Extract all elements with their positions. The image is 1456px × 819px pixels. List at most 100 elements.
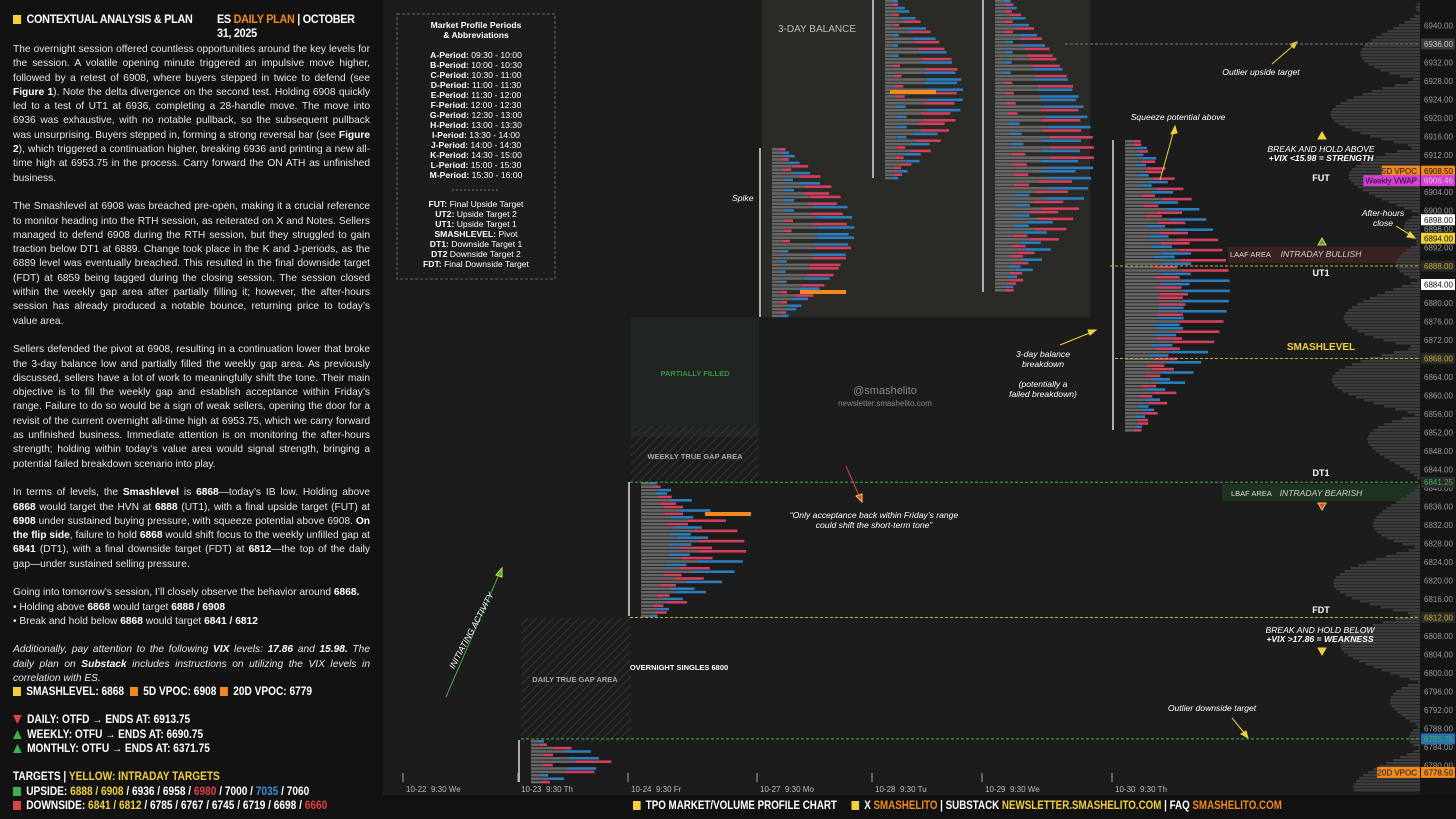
period: K-Period: 14:30 - 15:00 (430, 150, 522, 160)
substack-link[interactable]: NEWSLETTER.SMASHELITO.COM (1001, 800, 1162, 812)
volume-bar (1367, 42, 1420, 45)
annotation: (potentially a (1019, 379, 1068, 389)
profile-bar (650, 614, 658, 618)
profile-bar (783, 178, 793, 182)
volume-bar (1378, 513, 1420, 516)
profile-bar (895, 6, 905, 10)
annotation: +VIX >17.86 = WEAKNESS (1266, 634, 1374, 644)
profile-bar (995, 91, 1006, 95)
volume-bar (1386, 762, 1420, 765)
profile-bar (1151, 344, 1173, 347)
volume-bar (1397, 267, 1420, 270)
profile-bar (641, 587, 671, 590)
profile-bar (772, 212, 811, 216)
x-link[interactable]: SMASHELITO (873, 800, 938, 812)
profile-bar (677, 536, 709, 539)
profile-bar (1176, 238, 1219, 242)
key-text: SMASHLEVEL: 6868 (26, 686, 125, 698)
volume-bar (1333, 585, 1420, 588)
profile-bar (641, 573, 664, 577)
footer-links: TPO MARKET/VOLUME PROFILE CHART X SMASHE… (633, 800, 1282, 812)
annotation: INTRADAY BEARISH (1280, 488, 1364, 498)
volume-bar (1411, 216, 1420, 219)
annotation: DT1 (1312, 468, 1329, 478)
volume-bar (1405, 231, 1420, 234)
profile-bar (641, 492, 656, 495)
annotation: Squeeze potential above (1131, 112, 1226, 122)
profile-bar (1010, 278, 1024, 282)
profile-bar (1134, 143, 1142, 146)
profile-bar (641, 584, 661, 587)
profile-bar (1125, 174, 1139, 177)
profile-bar (923, 71, 956, 74)
profile-bar (995, 6, 1007, 10)
profile-bar (1011, 17, 1026, 20)
profile-bar (698, 550, 747, 553)
profile-bar (1125, 344, 1152, 347)
price-tick-label: 6852.00 (1424, 429, 1453, 438)
profile-bar (995, 238, 1031, 241)
profile-bar (813, 222, 847, 226)
profile-bar (1158, 221, 1186, 225)
profile-bar (885, 166, 894, 170)
volume-bar (1340, 645, 1420, 648)
period-label: C-Period: (430, 70, 469, 80)
profile-bar (995, 102, 1007, 105)
volume-bar (1373, 336, 1420, 339)
profile-bar (1158, 303, 1186, 306)
profile-bar (1125, 279, 1183, 282)
profile-bar (1049, 156, 1094, 159)
profile-bar (995, 227, 1035, 231)
date-label: 10-29 (985, 785, 1006, 794)
volume-bar (1417, 477, 1420, 480)
target-swatch (13, 787, 21, 796)
period-time: 12:00 - 12:30 (471, 100, 522, 110)
profile-bar (995, 98, 1040, 102)
profile-bar (655, 611, 667, 614)
profile-bar (780, 301, 787, 304)
abbr-label: DT1: (430, 239, 449, 249)
profile-bar (539, 743, 547, 746)
volume-bar (1416, 3, 1420, 6)
bold-run: 6868 (120, 615, 143, 627)
profile-bar (540, 774, 549, 777)
profile-bar (1125, 170, 1146, 174)
volume-bar (1367, 159, 1420, 162)
volume-bar (1339, 573, 1420, 576)
profile-bar (1156, 286, 1182, 289)
profile-bar (1139, 184, 1152, 187)
volume-bar (1351, 597, 1420, 600)
level-box (1421, 353, 1455, 364)
profile-bar (995, 47, 1026, 51)
faq-link[interactable]: SMASHELITO.COM (1192, 800, 1282, 812)
profile-bar (995, 258, 1021, 261)
annotation: could shift the short-term tone” (816, 520, 934, 530)
price-tick-label: 6788.00 (1424, 725, 1453, 734)
period-time: 10:00 - 10:30 (471, 60, 522, 70)
profile-bar (1026, 221, 1053, 224)
profile-bar (1125, 252, 1162, 255)
profile-bar (927, 88, 964, 91)
abbr-text: Final Downside Target (444, 259, 529, 269)
targets-note: YELLOW: INTRADAY TARGETS (68, 771, 220, 783)
price-tick-label: 6872.00 (1424, 336, 1453, 345)
volume-bar (1373, 66, 1420, 69)
profile-bar (1148, 235, 1169, 238)
profile-bar (772, 148, 780, 151)
key-swatch (220, 687, 228, 696)
text-run: includes instructions on utilizing the V… (13, 658, 370, 685)
profile-bar (1125, 350, 1171, 354)
profile-bar (782, 229, 792, 233)
volume-bar (1370, 135, 1420, 138)
profile-bar (641, 533, 669, 536)
profile-bar (1136, 163, 1146, 167)
profile-bar (885, 119, 924, 122)
profile-bar (1147, 388, 1166, 391)
volume-bar (1370, 432, 1420, 435)
profile-bar (531, 763, 543, 767)
profile-bar (641, 519, 688, 522)
text-run: would target (142, 615, 205, 627)
profile-bar (885, 27, 908, 30)
profile-bar (1042, 129, 1082, 132)
profile-bar (995, 255, 1011, 258)
